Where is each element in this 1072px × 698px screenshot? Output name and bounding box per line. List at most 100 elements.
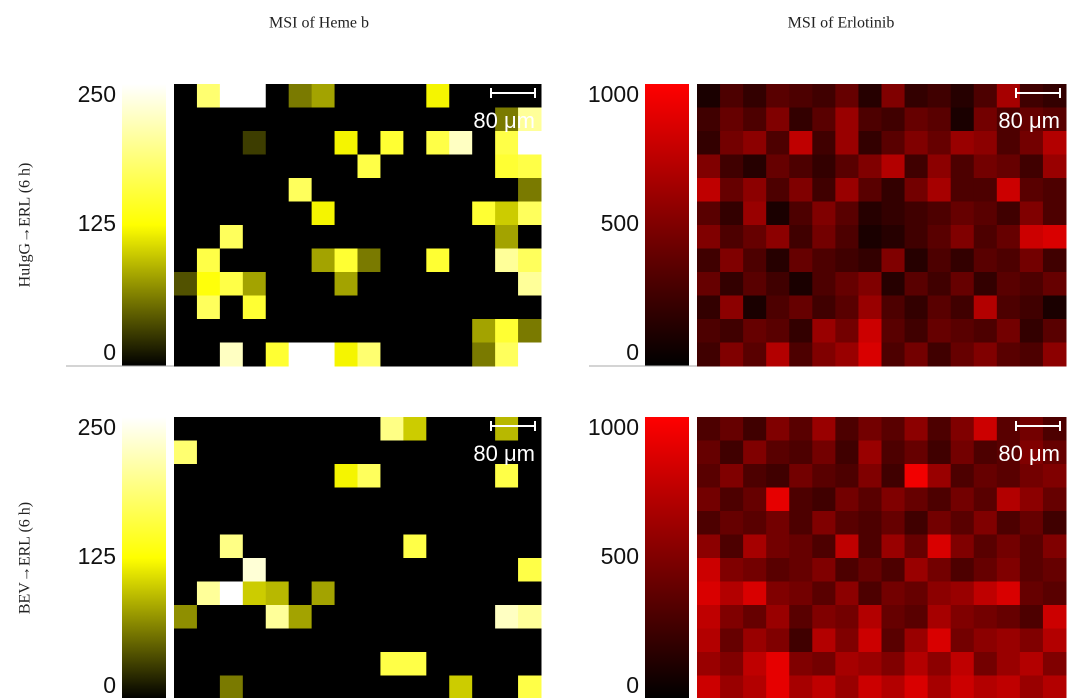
heatmap-cell xyxy=(449,558,472,582)
heatmap-cell xyxy=(403,676,426,698)
heatmap-cell xyxy=(335,319,358,343)
heatmap-cell xyxy=(426,319,449,343)
heatmap-cell xyxy=(858,535,882,559)
heatmap-cell xyxy=(495,84,518,108)
heatmap-cell xyxy=(518,488,541,512)
colorbar-tick-label: 0 xyxy=(103,339,116,365)
heatmap-cell xyxy=(495,155,518,179)
heatmap-cell xyxy=(951,249,975,273)
colorbar-tick-label: 1000 xyxy=(588,414,639,440)
heatmap-cell xyxy=(905,178,929,202)
heatmap-cell xyxy=(380,629,403,653)
heatmap-cell xyxy=(335,605,358,629)
heatmap-cell xyxy=(472,249,495,273)
heatmap-cell xyxy=(380,535,403,559)
heatmap-cell xyxy=(951,155,975,179)
heatmap-cell xyxy=(220,272,243,296)
heatmap-cell xyxy=(335,343,358,367)
heatmap-cell xyxy=(697,441,721,465)
heatmap-cell xyxy=(835,202,859,226)
heatmap-cell xyxy=(812,272,836,296)
heatmap-cell xyxy=(426,155,449,179)
heatmap-cell xyxy=(335,108,358,132)
heatmap-cell xyxy=(928,464,952,488)
heatmap-cell xyxy=(743,272,767,296)
heatmap-cell xyxy=(905,84,929,108)
heatmap-cell xyxy=(858,441,882,465)
heatmap-cell xyxy=(518,272,541,296)
heatmap-cell xyxy=(220,441,243,465)
heatmap-cell xyxy=(197,511,220,535)
heatmap-cell xyxy=(266,535,289,559)
heatmap-cell xyxy=(882,108,906,132)
heatmap-cell xyxy=(720,155,744,179)
heatmap-cell xyxy=(449,225,472,249)
heatmap-cell xyxy=(882,652,906,676)
heatmap-cell xyxy=(312,178,335,202)
heatmap-cell xyxy=(426,249,449,273)
heatmap-cell xyxy=(220,676,243,698)
heatmap-cell xyxy=(449,296,472,320)
heatmap-cell xyxy=(426,676,449,698)
heatmap-cell xyxy=(335,558,358,582)
heatmap-cell xyxy=(335,131,358,155)
heatmap-cell xyxy=(197,84,220,108)
heatmap-cell xyxy=(835,131,859,155)
colorbar xyxy=(122,84,166,366)
heatmap-cell xyxy=(858,488,882,512)
heatmap-cell xyxy=(380,652,403,676)
heatmap-cell xyxy=(243,84,266,108)
heatmap-cell xyxy=(743,319,767,343)
heatmap-cell xyxy=(495,652,518,676)
heatmap-cell xyxy=(472,343,495,367)
heatmap-cell xyxy=(174,108,197,132)
heatmap-cell xyxy=(720,441,744,465)
heatmap-cell xyxy=(858,343,882,367)
scale-bar-label: 80 μm xyxy=(473,441,535,466)
heatmap-cell xyxy=(495,464,518,488)
heatmap-cell xyxy=(1020,155,1044,179)
heatmap-cell xyxy=(358,605,381,629)
heatmap-cell xyxy=(720,629,744,653)
heatmap-cell xyxy=(974,178,998,202)
heatmap-cell xyxy=(743,178,767,202)
heatmap-cell xyxy=(220,488,243,512)
heatmap-cell xyxy=(220,131,243,155)
heatmap-cell xyxy=(289,417,312,441)
heatmap-cell xyxy=(426,84,449,108)
heatmap-cell xyxy=(766,464,790,488)
heatmap-cell xyxy=(858,155,882,179)
heatmap-cell xyxy=(720,296,744,320)
heatmap-cell xyxy=(858,319,882,343)
heatmap-cell xyxy=(1043,464,1067,488)
heatmap-cell xyxy=(928,605,952,629)
heatmap-cell xyxy=(905,319,929,343)
heatmap-cell xyxy=(789,296,813,320)
heatmap-cell xyxy=(1043,629,1067,653)
heatmap-cell xyxy=(1020,272,1044,296)
heatmap-cell xyxy=(1043,652,1067,676)
heatmap-cell xyxy=(335,272,358,296)
heatmap-cell xyxy=(358,202,381,226)
heatmap-cell xyxy=(380,249,403,273)
heatmap-cell xyxy=(1043,178,1067,202)
heatmap-cell xyxy=(358,582,381,606)
heatmap-cell xyxy=(243,652,266,676)
heatmap-cell xyxy=(766,225,790,249)
heatmap-cell xyxy=(449,488,472,512)
heatmap-cell xyxy=(882,582,906,606)
heatmap-cell xyxy=(928,178,952,202)
heatmap-cell xyxy=(403,511,426,535)
heatmap-cell xyxy=(358,272,381,296)
heatmap-cell xyxy=(697,535,721,559)
heatmap-cell xyxy=(243,296,266,320)
heatmap-cell xyxy=(312,225,335,249)
heatmap-cell xyxy=(697,249,721,273)
heatmap-cell xyxy=(495,511,518,535)
heatmap-cell xyxy=(220,417,243,441)
heatmap-cell xyxy=(835,535,859,559)
heatmap-cell xyxy=(882,249,906,273)
heatmap-cell xyxy=(928,131,952,155)
heatmap-cell xyxy=(312,417,335,441)
heatmap-cell xyxy=(518,155,541,179)
